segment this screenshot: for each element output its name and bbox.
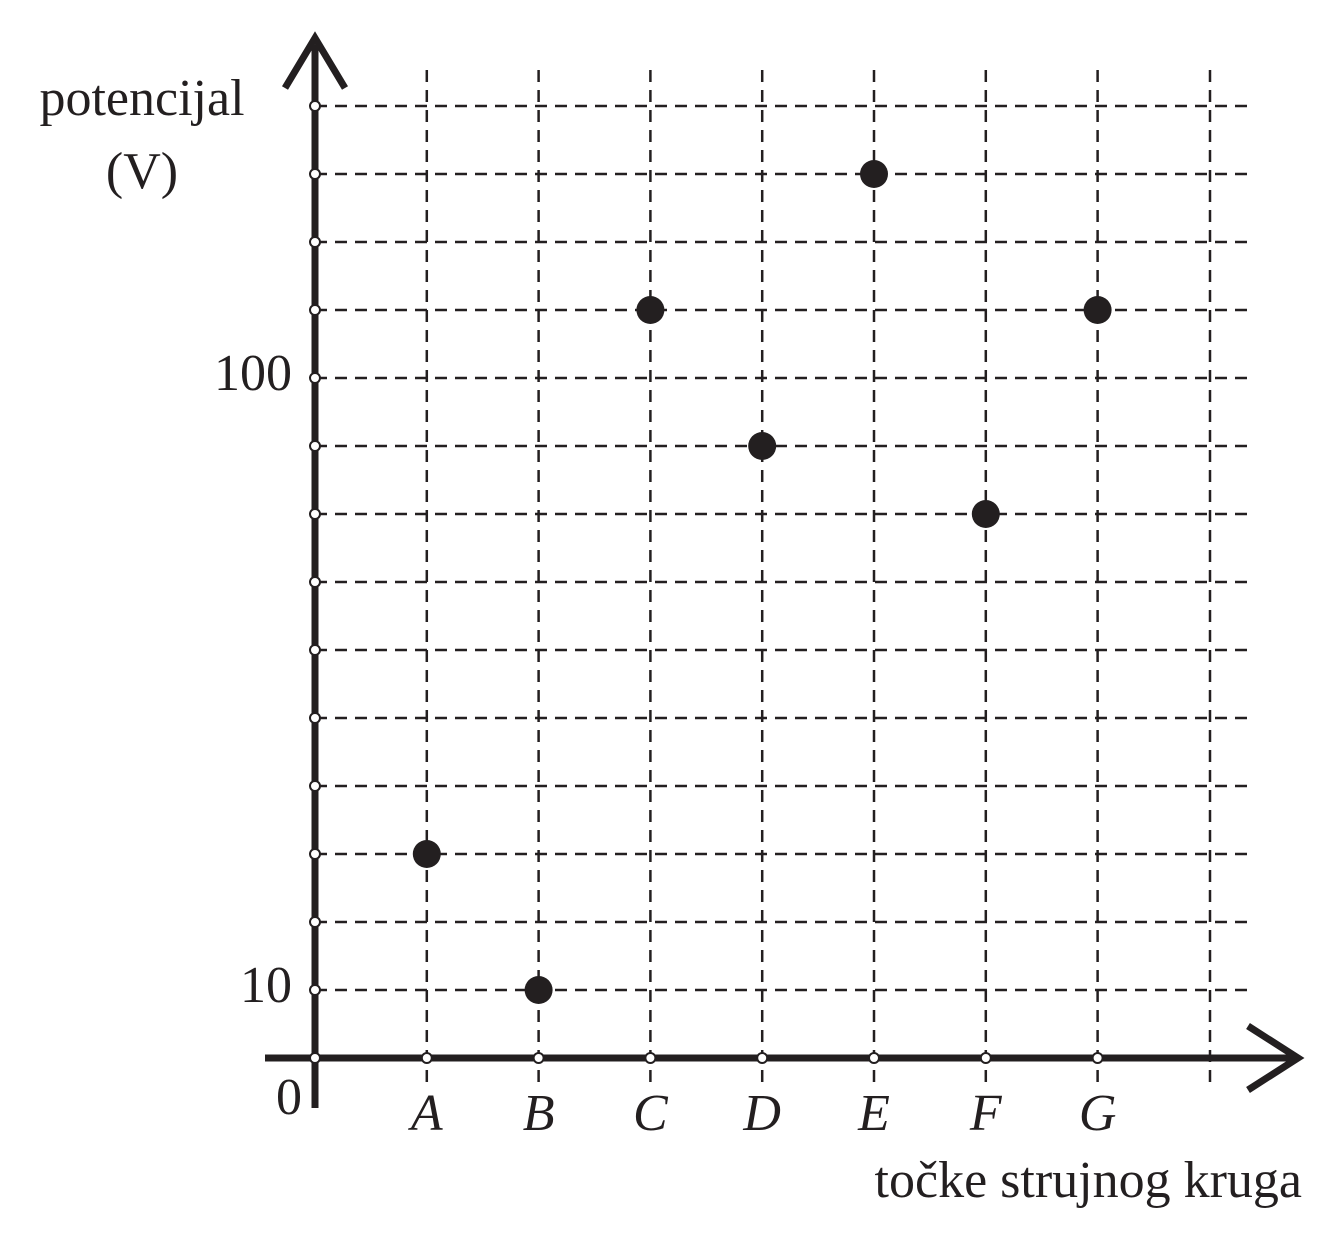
y-tick (309, 712, 321, 724)
y-tick (309, 372, 321, 384)
point (412, 840, 441, 868)
y-tick (309, 984, 321, 996)
x-tick-label: E (857, 1085, 890, 1142)
y-tick-label: 10 (240, 957, 292, 1014)
point (748, 432, 777, 460)
x-tick (644, 1052, 657, 1064)
y-tick (309, 848, 321, 860)
x-tick-label: C (633, 1085, 669, 1142)
y-tick-label: 100 (214, 345, 292, 402)
point (1083, 296, 1112, 324)
y-tick (309, 168, 321, 180)
y-tick (309, 100, 321, 112)
y-tick (309, 440, 321, 452)
y-tick (309, 508, 321, 520)
point (636, 296, 665, 324)
x-tick (868, 1052, 880, 1064)
x-axis-label: točke strujnog kruga (875, 1152, 1302, 1209)
x-tick (420, 1052, 433, 1064)
y-tick (309, 780, 321, 792)
y-tick (309, 576, 321, 588)
x-axis-arrow (1246, 1023, 1305, 1093)
x-tick-label: D (742, 1085, 781, 1142)
x-tick (1091, 1052, 1104, 1064)
x-tick-label: A (408, 1085, 443, 1142)
x-tick (979, 1052, 992, 1064)
point (524, 976, 553, 1004)
x-tick-label: F (969, 1085, 1003, 1142)
y-tick-label: 0 (276, 1069, 302, 1126)
y-axis-label: (V) (106, 143, 178, 200)
y-tick (309, 916, 321, 928)
y-axis-arrow (281, 31, 349, 90)
x-tick-label: G (1079, 1085, 1117, 1142)
y-tick (309, 644, 321, 656)
x-tick (756, 1052, 769, 1064)
y-tick (309, 304, 321, 316)
y-tick (309, 1052, 321, 1064)
x-tick-label: B (523, 1085, 555, 1142)
x-tick (532, 1052, 545, 1064)
point (860, 160, 888, 188)
point (971, 500, 1000, 528)
y-tick (309, 236, 321, 248)
y-axis-label: potencijal (39, 70, 244, 127)
